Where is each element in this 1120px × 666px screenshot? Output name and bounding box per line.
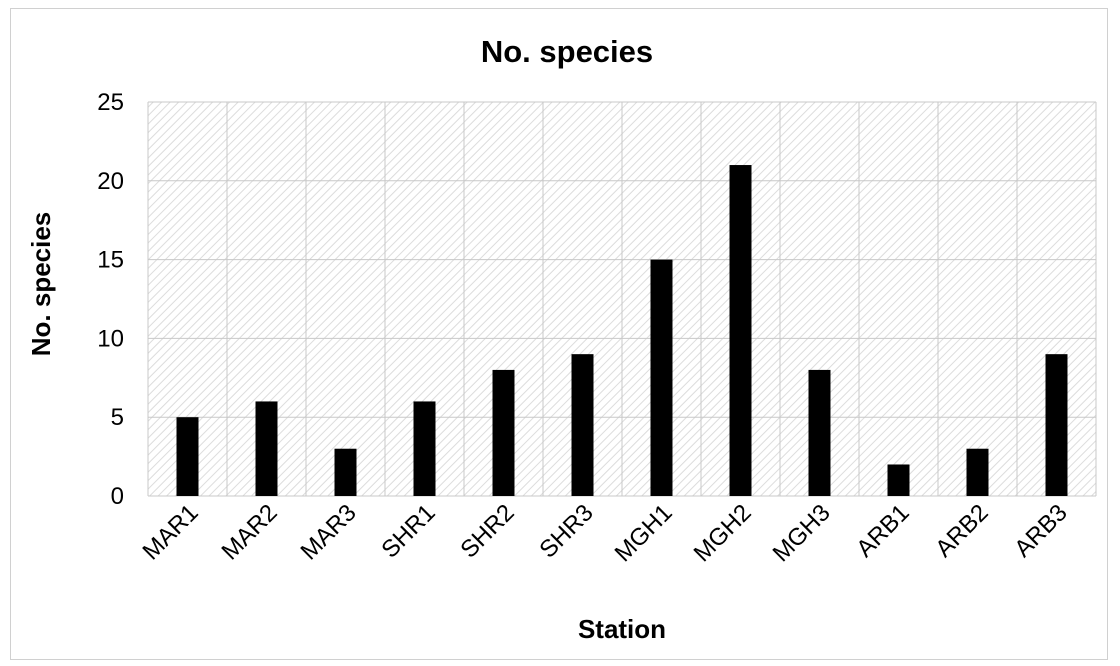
x-axis-title: Station (578, 614, 666, 644)
x-tick-label: ARB2 (930, 499, 993, 562)
bars (176, 165, 1068, 497)
x-tick-label: MAR2 (216, 499, 282, 565)
bar-shr2 (492, 369, 515, 496)
x-tick-label: MGH1 (610, 499, 678, 567)
gridlines (147, 101, 1097, 497)
x-tick-label: SHR1 (376, 499, 440, 563)
x-tick-label: MAR1 (137, 499, 203, 565)
x-tick-label: MGH3 (768, 499, 836, 567)
x-tick-label: ARB1 (851, 499, 914, 562)
x-tick-labels: MAR1 MAR2 MAR3 SHR1 SHR2 SHR3 MGH1 MGH2 MGH3 ARB1… (137, 499, 1072, 567)
bar-shr3 (571, 354, 594, 496)
y-tick-label: 20 (97, 168, 124, 195)
x-tick-label: SHR3 (534, 499, 598, 563)
x-tick-label: ARB3 (1009, 499, 1072, 562)
bar-arb2 (966, 448, 989, 496)
bar-arb3 (1045, 354, 1068, 496)
bar-arb1 (887, 464, 910, 496)
y-tick-label: 25 (97, 89, 124, 116)
y-tick-label: 15 (97, 247, 124, 274)
bar-shr1 (413, 401, 436, 496)
chart-title: No. species (481, 34, 653, 69)
bar-mgh1 (650, 259, 673, 496)
y-axis-title: No. species (26, 212, 56, 357)
y-tick-label: 0 (111, 483, 124, 510)
bar-mgh3 (808, 369, 831, 496)
bar-mar1 (176, 417, 199, 496)
bar-mar2 (255, 401, 278, 496)
y-tick-labels: 0 5 10 15 20 25 (97, 89, 124, 510)
x-tick-label: SHR2 (455, 499, 519, 563)
bar-mar3 (334, 448, 357, 496)
y-tick-label: 10 (97, 325, 124, 352)
bar-mgh2 (729, 165, 752, 497)
y-tick-label: 5 (111, 404, 124, 431)
x-tick-label: MGH2 (689, 499, 757, 567)
x-tick-label: MAR3 (295, 499, 361, 565)
